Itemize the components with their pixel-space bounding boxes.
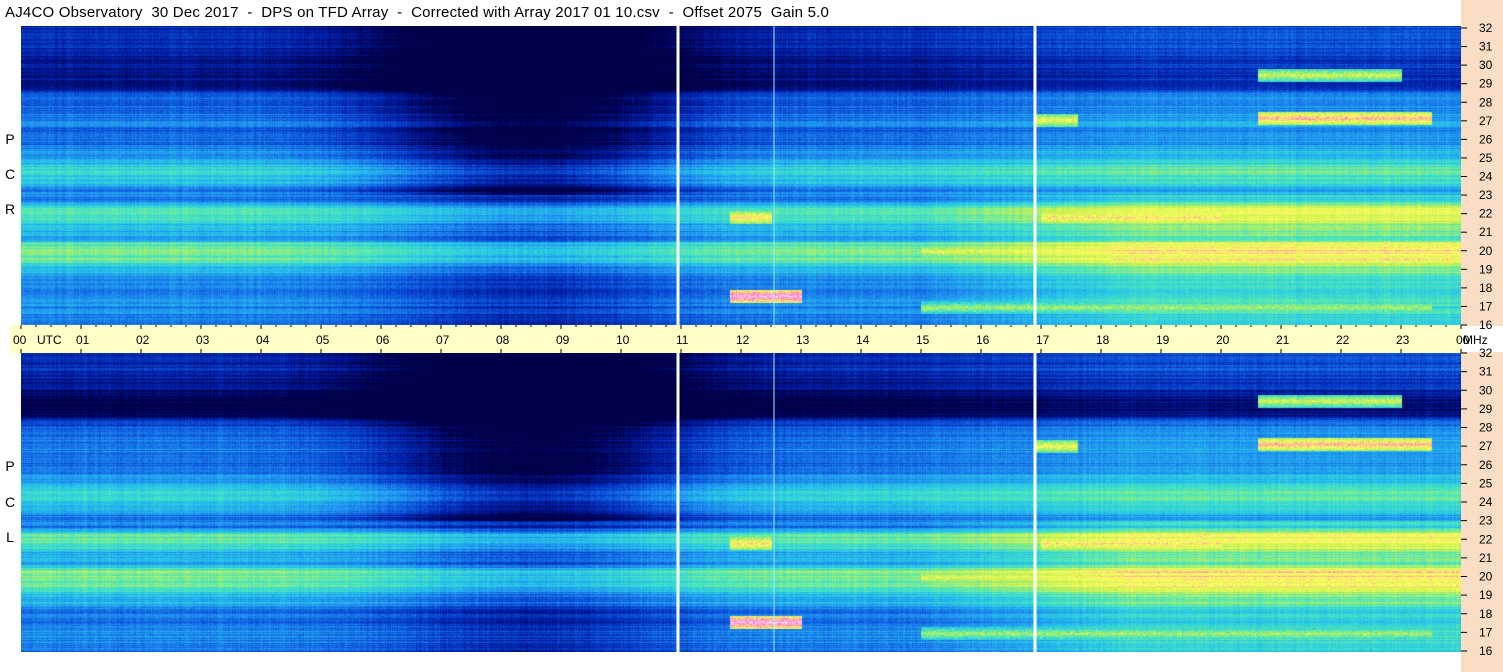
chart-title: AJ4CO Observatory 30 Dec 2017 - DPS on T… <box>5 4 830 21</box>
marker-line-rcp <box>1033 26 1037 326</box>
rcp-spectrogram <box>21 26 1461 326</box>
utc-tick-label: 07 <box>436 333 450 347</box>
freq-tick-label: 24 <box>1479 170 1493 184</box>
freq-tick-label: 22 <box>1479 207 1493 221</box>
freq-tick-label: 20 <box>1479 244 1493 258</box>
utc-tick-label: 12 <box>736 333 750 347</box>
utc-tick-label: 01 <box>76 333 90 347</box>
lcp-letter-p: P <box>5 458 15 474</box>
utc-tick-label: 21 <box>1276 333 1290 347</box>
freq-tick-label: 27 <box>1479 114 1493 128</box>
utc-time-axis <box>10 325 1462 353</box>
freq-tick-label: 20 <box>1479 570 1493 584</box>
utc-tick-label: 23 <box>1396 333 1410 347</box>
utc-tick-label: 13 <box>796 333 810 347</box>
freq-tick-label: 26 <box>1479 458 1493 472</box>
marker-line-lcp <box>773 352 775 652</box>
freq-tick-label: 22 <box>1479 532 1493 546</box>
freq-tick-label: 28 <box>1479 421 1493 435</box>
freq-tick-label: 30 <box>1479 383 1493 397</box>
utc-tick-label: 02 <box>136 333 150 347</box>
freq-tick-label: 18 <box>1479 607 1493 621</box>
utc-tick-label: 15 <box>916 333 930 347</box>
freq-tick-label: 27 <box>1479 439 1493 453</box>
utc-tick-label: 17 <box>1036 333 1050 347</box>
utc-tick-label: 06 <box>376 333 390 347</box>
utc-tick-label: 19 <box>1156 333 1170 347</box>
utc-tick-label: 18 <box>1096 333 1110 347</box>
utc-tick-label: 11 <box>676 333 689 347</box>
utc-tick-label: 00 <box>1456 333 1470 347</box>
freq-tick-label: 19 <box>1479 262 1493 276</box>
title-bar: AJ4CO Observatory 30 Dec 2017 - DPS on T… <box>0 0 1503 26</box>
freq-tick-label: 32 <box>1479 346 1493 360</box>
freq-tick-label: 17 <box>1479 299 1493 313</box>
freq-tick-label: 28 <box>1479 95 1493 109</box>
freq-tick-label: 26 <box>1479 132 1493 146</box>
lcp-spectrogram <box>21 352 1461 652</box>
rcp-letter-c: C <box>4 166 16 182</box>
freq-tick-label: 19 <box>1479 588 1493 602</box>
freq-tick-label: 23 <box>1479 514 1493 528</box>
utc-tick-label: 04 <box>256 333 270 347</box>
freq-tick-label: 25 <box>1479 476 1493 490</box>
marker-line-rcp <box>773 26 775 326</box>
freq-tick-label: 17 <box>1479 625 1493 639</box>
utc-tick-label: 10 <box>616 333 630 347</box>
utc-tick-label: 00 <box>13 333 27 347</box>
rcp-letter-p: P <box>5 131 15 147</box>
freq-tick-label: 31 <box>1479 365 1493 379</box>
freq-tick-label: 24 <box>1479 495 1493 509</box>
freq-tick-label: 32 <box>1479 21 1493 35</box>
freq-tick-label: 21 <box>1479 551 1493 565</box>
utc-tick-label: 05 <box>316 333 330 347</box>
utc-tick-label: 20 <box>1216 333 1230 347</box>
utc-tick-label: 09 <box>556 333 570 347</box>
freq-tick-label: 25 <box>1479 151 1493 165</box>
freq-tick-label: 16 <box>1479 644 1493 658</box>
rcp-frequency-axis <box>1461 0 1503 326</box>
utc-tick-label: 16 <box>976 333 990 347</box>
utc-unit-label: UTC <box>37 333 62 347</box>
utc-tick-label: 03 <box>196 333 210 347</box>
mhz-unit-label: MHz <box>1463 333 1488 347</box>
freq-tick-label: 18 <box>1479 281 1493 295</box>
freq-tick-label: 31 <box>1479 40 1493 54</box>
lcp-frequency-axis <box>1461 352 1503 672</box>
marker-line-rcp <box>676 26 680 326</box>
lcp-letter-l: L <box>6 529 14 545</box>
freq-tick-label: 30 <box>1479 58 1493 72</box>
utc-tick-label: 22 <box>1336 333 1350 347</box>
lcp-letter-c: C <box>4 494 16 510</box>
marker-line-lcp <box>676 352 680 652</box>
utc-tick-label: 08 <box>496 333 510 347</box>
freq-tick-label: 29 <box>1479 402 1493 416</box>
marker-line-lcp <box>1033 352 1037 652</box>
rcp-letter-r: R <box>4 201 16 217</box>
utc-tick-label: 14 <box>856 333 870 347</box>
freq-tick-label: 29 <box>1479 77 1493 91</box>
freq-tick-label: 16 <box>1479 318 1493 332</box>
freq-tick-label: 23 <box>1479 188 1493 202</box>
freq-tick-label: 21 <box>1479 225 1493 239</box>
